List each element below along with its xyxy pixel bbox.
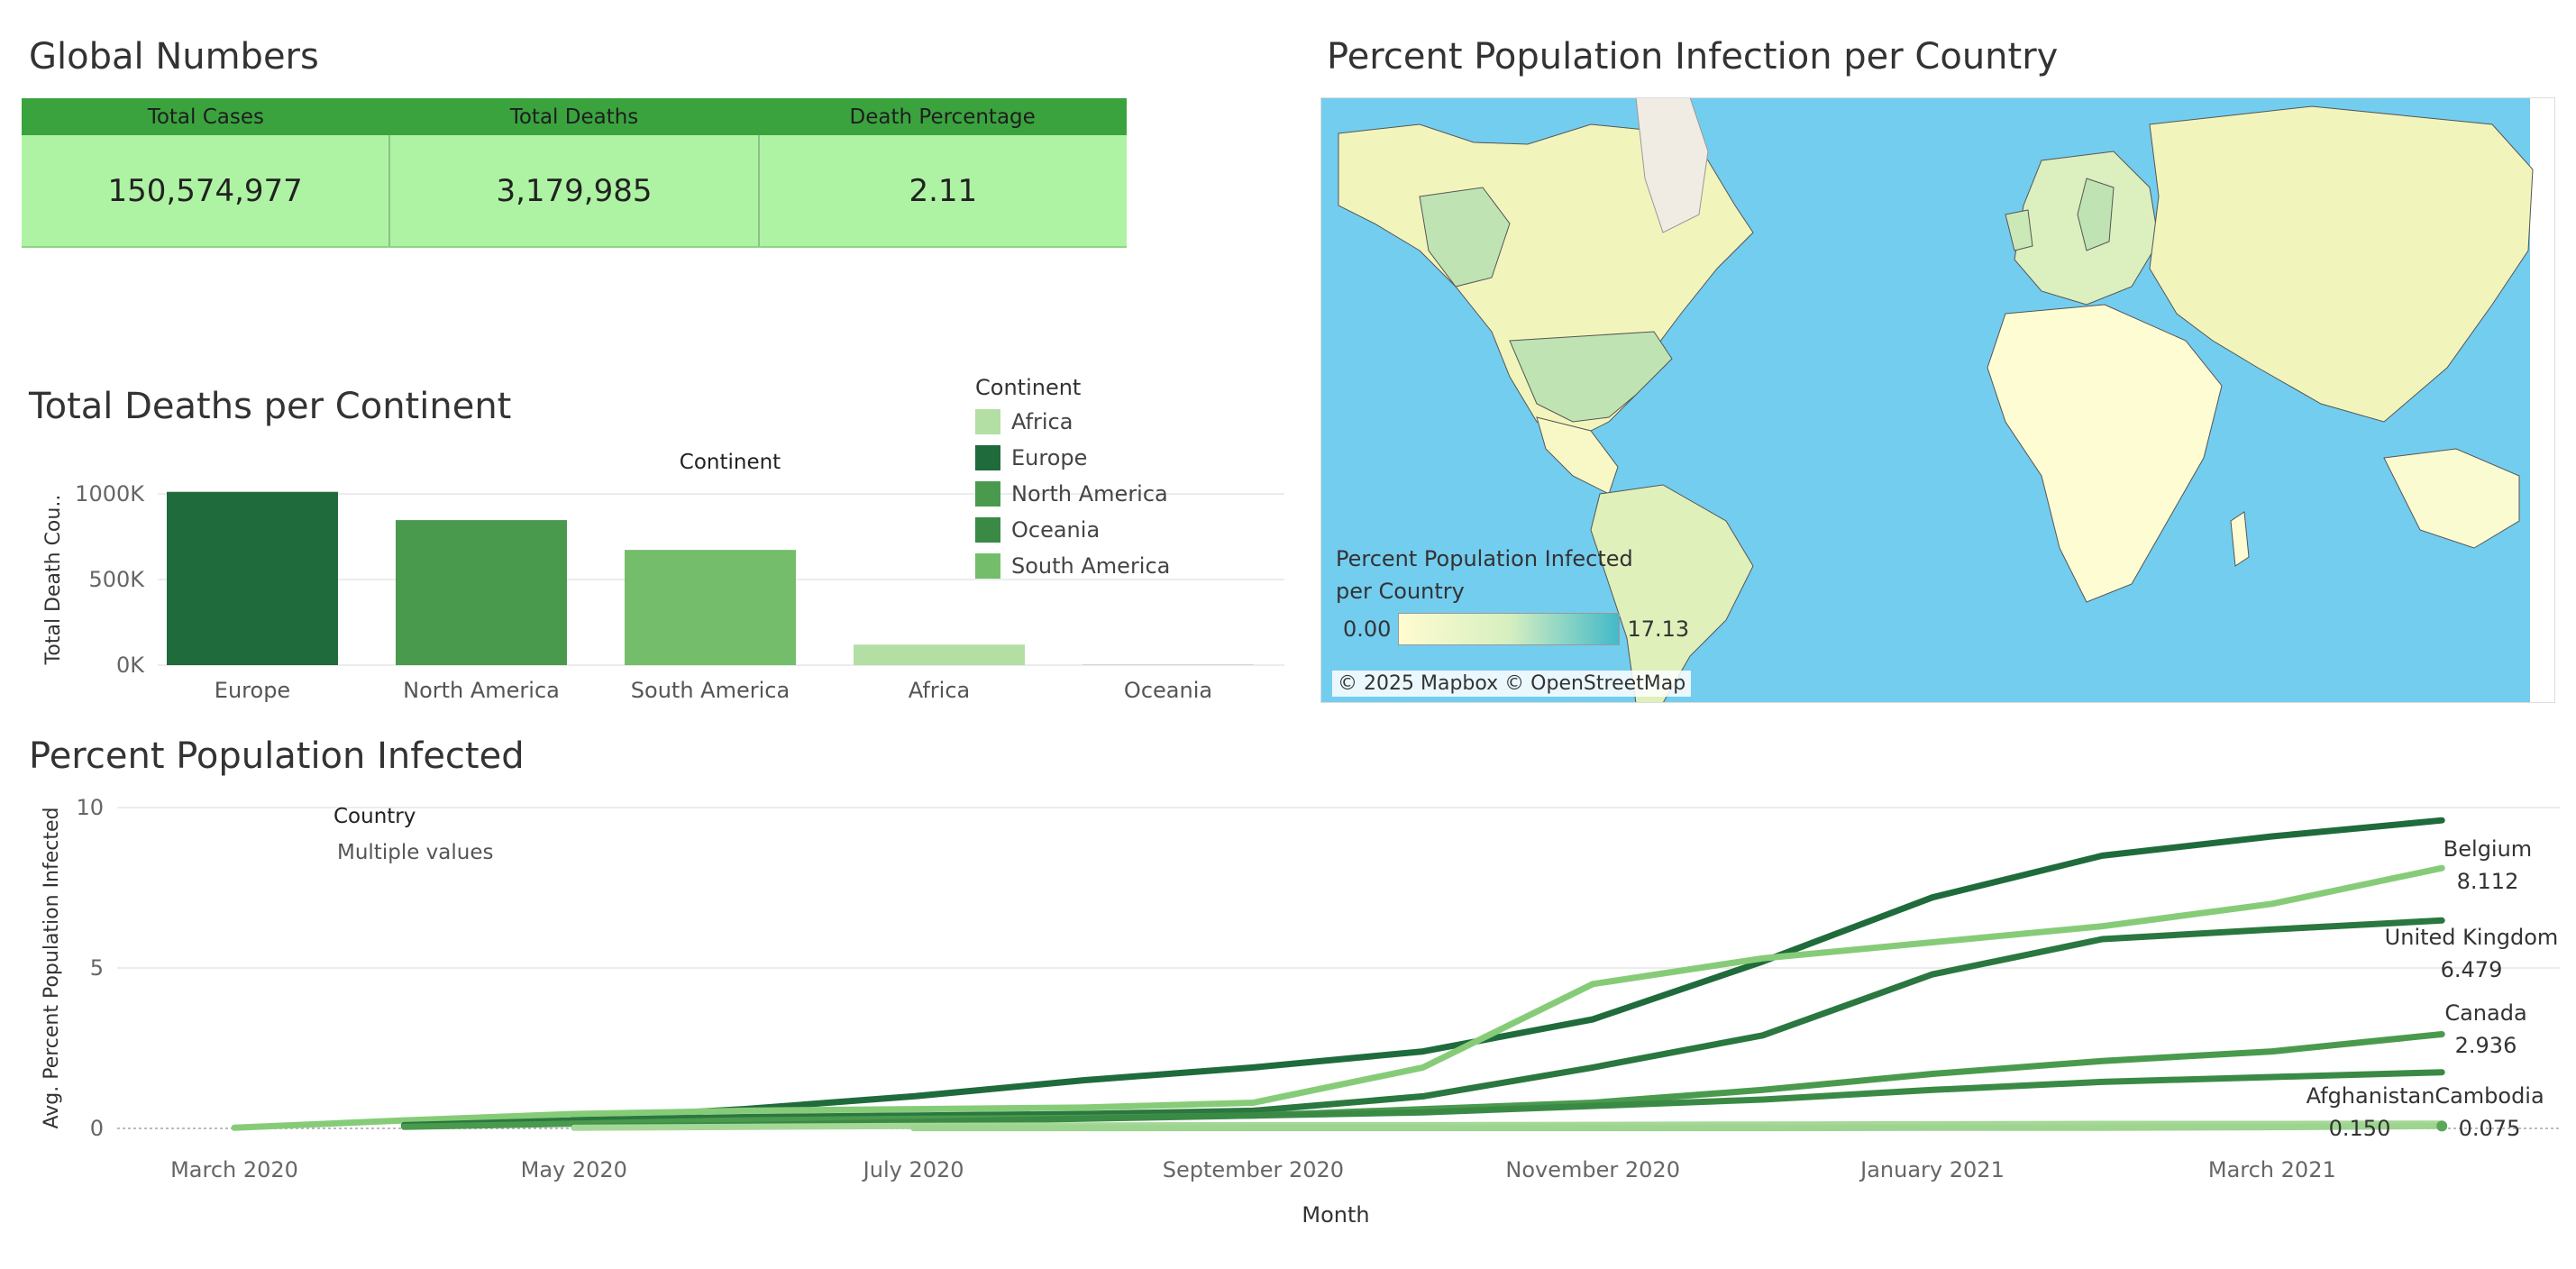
y-tick-label: 0	[90, 1116, 104, 1141]
series-line-belgium[interactable]	[231, 864, 2445, 1131]
y-axis-label: Total Death Cou..	[42, 495, 65, 666]
end-label-name: Canada	[2444, 1000, 2526, 1026]
legend-swatch	[975, 553, 1000, 579]
x-tick-label: March 2021	[2208, 1157, 2336, 1182]
legend-item-europe[interactable]: Europe	[975, 440, 1170, 476]
infected-line-chart: 10 5 0 Avg. Percent Population Infected Marc…	[41, 795, 2560, 1228]
global-numbers-table: Total Cases Total Deaths Death Percentag…	[22, 98, 1127, 248]
x-tick-label: July 2020	[862, 1157, 964, 1182]
x-tick-label: January 2021	[1859, 1157, 2005, 1182]
end-label-value: 0.150	[2329, 1116, 2391, 1141]
global-numbers-title: Global Numbers	[29, 36, 319, 78]
world-map[interactable]	[1320, 97, 2555, 703]
legend-label: North America	[1011, 481, 1168, 507]
x-tick-label: North America	[403, 678, 560, 703]
asia[interactable]	[2149, 105, 2534, 423]
end-label-value: 6.479	[2441, 957, 2503, 982]
end-label-value: 2.936	[2455, 1033, 2517, 1058]
legend-title: Continent	[975, 375, 1082, 400]
x-tick-label: Europe	[215, 678, 290, 703]
end-label-name: Belgium	[2444, 836, 2532, 862]
series-line-4[interactable]	[571, 1069, 2445, 1130]
series-line-0[interactable]	[571, 817, 2445, 1122]
legend-item-north-america[interactable]: North America	[975, 476, 1170, 512]
map-legend-gradient	[1398, 613, 1621, 645]
bar-europe[interactable]	[167, 491, 338, 665]
map-legend-title-line2: per Country	[1336, 579, 1465, 604]
series-line-cambodia[interactable]	[910, 1122, 2445, 1132]
legend-swatch	[975, 481, 1000, 507]
x-tick-label: South America	[631, 678, 790, 703]
map-right-edge	[2530, 97, 2555, 703]
x-tick-label: November 2020	[1505, 1157, 1680, 1182]
y-tick-label: 0K	[116, 653, 145, 678]
legend-label: Oceania	[1011, 517, 1101, 543]
legend-item-africa[interactable]: Africa	[975, 404, 1170, 440]
united-states[interactable]	[1509, 331, 1673, 423]
country-filter-value[interactable]: Multiple values	[337, 841, 494, 864]
series-line-canada[interactable]	[400, 1031, 2445, 1130]
end-label-name: Afghanistan	[2307, 1083, 2435, 1109]
deaths-bar-chart: Continent 1000K 500K 0K Total Death Cou.. Eur…	[42, 451, 1284, 703]
global-numbers-value-row: 150,574,977 3,179,985 2.11	[22, 135, 1127, 248]
deaths-chart-title: Total Deaths per Continent	[29, 386, 512, 427]
legend-label: Africa	[1011, 409, 1073, 434]
legend-label: Europe	[1011, 445, 1088, 470]
country-filter[interactable]: Country Multiple values	[333, 805, 493, 864]
death-percentage-value[interactable]: 2.11	[909, 172, 978, 209]
southeast-asia[interactable]	[2383, 448, 2520, 549]
death-percentage-header: Death Percentage	[849, 105, 1036, 129]
x-tick-label: May 2020	[521, 1157, 627, 1182]
cambodia-end-point[interactable]	[2436, 1120, 2448, 1132]
y-tick-label: 1000K	[75, 481, 145, 507]
end-label-name: Cambodia	[2434, 1083, 2544, 1109]
x-tick-label: September 2020	[1163, 1157, 1344, 1182]
end-label-value: 0.075	[2459, 1116, 2521, 1141]
africa[interactable]	[1987, 304, 2223, 603]
y-tick-label: 5	[90, 955, 104, 981]
bar-south-america[interactable]	[625, 550, 796, 665]
legend-label: South America	[1011, 553, 1171, 579]
bar-north-america[interactable]	[396, 520, 567, 665]
legend-item-oceania[interactable]: Oceania	[975, 512, 1170, 548]
total-cases-header: Total Cases	[147, 105, 264, 129]
total-cases-value[interactable]: 150,574,977	[22, 135, 391, 246]
y-tick-label: 10	[76, 795, 104, 820]
bar-africa[interactable]	[854, 644, 1025, 665]
end-label-value: 8.112	[2457, 869, 2519, 894]
infected-chart-title: Percent Population Infected	[29, 735, 525, 777]
uk[interactable]	[2005, 209, 2033, 251]
y-axis-label: Avg. Percent Population Infected	[41, 807, 63, 1128]
scandinavia[interactable]	[2077, 178, 2115, 251]
x-axis-label: Month	[1302, 1202, 1369, 1228]
continent-legend: Continent Africa Europe North America Ocean…	[975, 375, 1170, 584]
map-legend: Percent Population Infected per Country …	[1336, 543, 1689, 645]
x-tick-label: March 2020	[170, 1157, 298, 1182]
map-legend-max: 17.13	[1627, 616, 1690, 642]
total-deaths-value[interactable]: 3,179,985	[390, 135, 760, 246]
map-legend-title-line1: Percent Population Infected	[1336, 546, 1633, 571]
alaska[interactable]	[1419, 187, 1511, 288]
greenland	[1635, 97, 1709, 233]
map-legend-min: 0.00	[1343, 616, 1392, 642]
y-tick-label: 500K	[88, 567, 145, 592]
total-deaths-header: Total Deaths	[509, 105, 639, 129]
legend-swatch	[975, 445, 1000, 470]
legend-swatch	[975, 517, 1000, 543]
continent-header: Continent	[680, 451, 781, 474]
legend-swatch	[975, 409, 1000, 434]
map-attribution[interactable]: © 2025 Mapbox © OpenStreetMap	[1332, 671, 1692, 697]
end-label-name: United Kingdom	[2385, 925, 2559, 950]
x-tick-label: Africa	[909, 678, 970, 703]
country-filter-title: Country	[333, 805, 416, 828]
legend-item-south-america[interactable]: South America	[975, 548, 1170, 584]
global-numbers-header-row: Total Cases Total Deaths Death Percentag…	[22, 98, 1127, 135]
series-line-united-kingdom[interactable]	[400, 917, 2445, 1128]
map-title: Percent Population Infection per Country	[1327, 36, 2059, 78]
x-tick-label: Oceania	[1124, 678, 1212, 703]
madagascar[interactable]	[2230, 511, 2250, 567]
